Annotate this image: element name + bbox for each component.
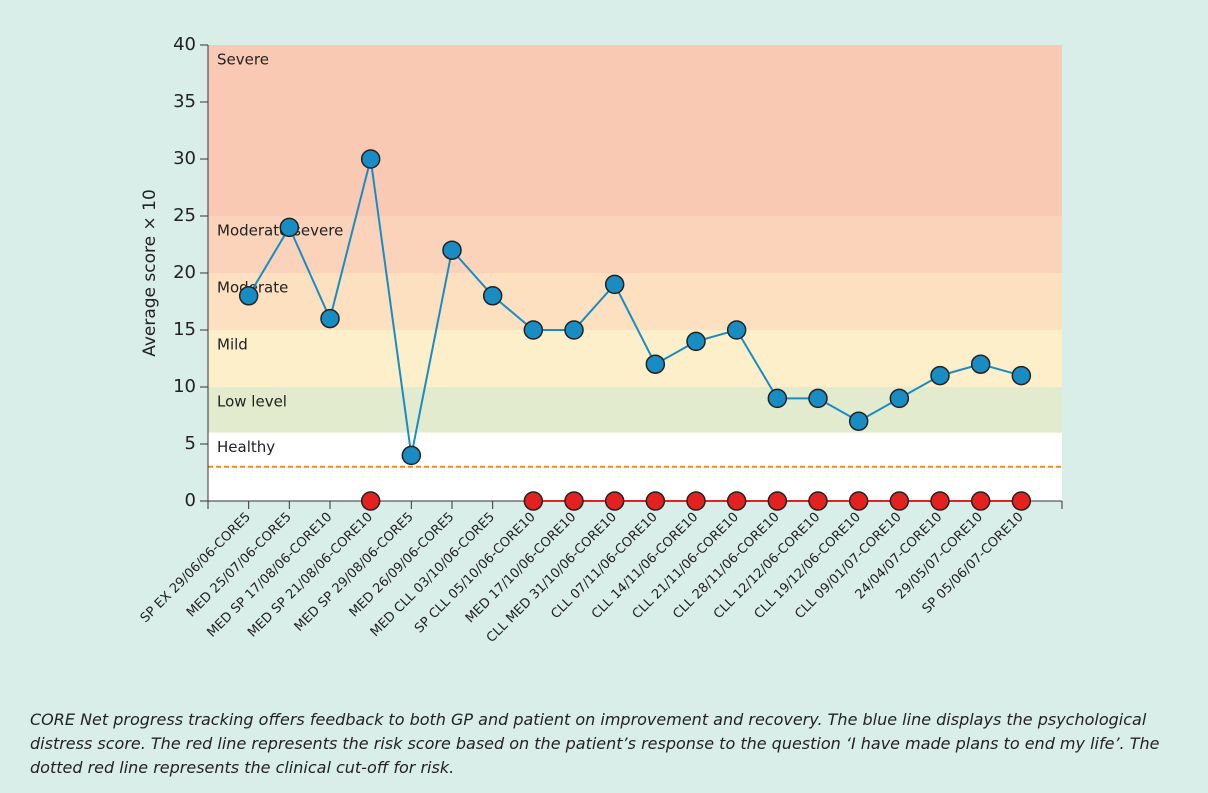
data-point [645,491,666,511]
data-point [360,491,381,511]
y-tick-label: 15 [173,319,196,340]
data-point [808,388,828,409]
data-point [1011,491,1032,511]
data-point [726,320,747,340]
data-point [482,286,503,306]
y-tick-label: 40 [173,34,196,55]
data-point [726,491,747,511]
data-point [360,149,381,169]
data-point [523,491,544,511]
data-point [930,491,950,511]
data-point [604,274,625,295]
band-label: Low level [217,393,287,411]
data-point [889,491,910,511]
y-tick-label: 25 [173,205,196,226]
y-axis-label: Average score × 10 [140,189,160,357]
data-point [767,388,788,409]
data-point [686,331,706,352]
y-tick-label: 35 [173,91,196,112]
y-tick-label: 10 [173,376,196,397]
data-point [889,388,910,409]
data-point [564,320,584,340]
risk-band [208,387,1062,433]
data-point [523,320,544,340]
data-point [767,491,788,511]
data-point [442,240,462,260]
risk-band [208,273,1062,330]
band-label: Healthy [217,438,275,456]
data-point [401,445,422,466]
risk-band [208,216,1062,273]
data-point [848,411,869,431]
y-tick-label: 5 [185,433,196,454]
data-point [686,491,706,511]
data-point [970,491,991,511]
data-point [970,354,991,374]
data-point [1011,365,1032,386]
data-point [320,308,340,329]
data-point [848,491,869,511]
risk-band [208,45,1062,216]
band-label: Severe [217,51,269,69]
data-point [238,286,259,306]
data-point [808,491,828,511]
y-tick-label: 30 [173,148,196,169]
y-tick-label: 20 [173,262,196,283]
risk-band [208,330,1062,387]
data-point [279,217,300,238]
data-point [930,365,950,386]
data-point [645,354,666,374]
data-point [604,491,625,511]
y-tick-label: 0 [185,490,196,511]
caption: CORE Net progress tracking offers feedba… [30,710,1160,777]
data-point [564,491,584,511]
band-label: Mild [217,336,248,354]
